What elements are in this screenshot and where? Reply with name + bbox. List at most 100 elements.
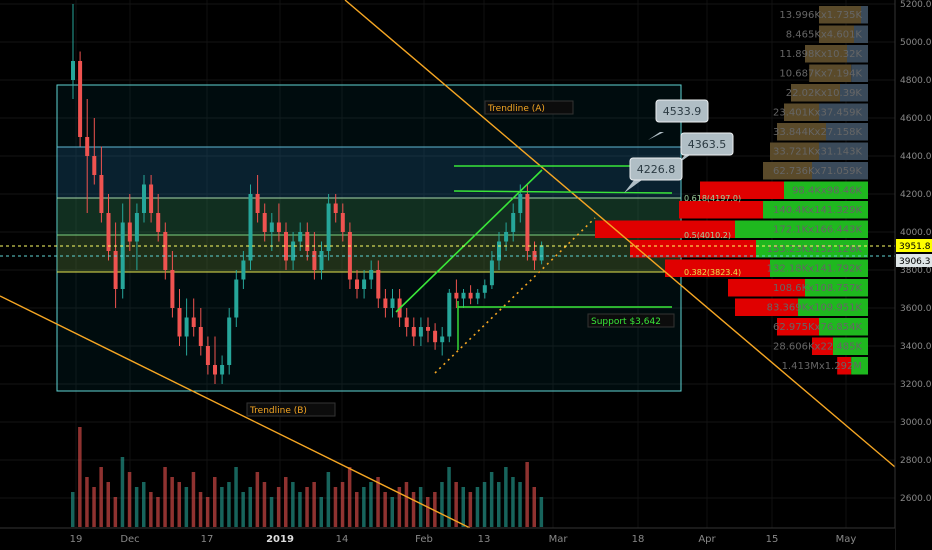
callout-value: 4533.9: [663, 105, 702, 118]
volume-bar: [411, 492, 416, 527]
callout-box: [629, 157, 683, 181]
volume-bar: [525, 462, 529, 527]
profile-up-bar: [840, 84, 868, 102]
profile-label: 83.369Kx109.951K: [767, 303, 863, 314]
volume-bar: [397, 487, 402, 527]
volume-bar: [383, 492, 387, 527]
candle-body: [411, 327, 416, 337]
candle-body: [426, 327, 430, 331]
candle-body: [71, 61, 75, 80]
profile-down-bar: [812, 337, 833, 355]
profile-up-bar: [798, 298, 868, 316]
fib-label: 0.382(3823.4): [684, 268, 741, 277]
price-tick-label: 3000.0: [900, 418, 932, 428]
volume-bar: [156, 497, 160, 527]
candle-body: [191, 317, 196, 327]
volume-bar: [71, 492, 75, 527]
candle-body: [440, 336, 445, 343]
volume-bar: [191, 472, 196, 527]
volume-bar: [404, 482, 409, 527]
candle-body: [362, 279, 367, 289]
profile-label: 11.898Kx10.32K: [779, 49, 862, 60]
volume-bar: [142, 482, 146, 527]
volume-bar: [85, 477, 89, 527]
profile-label: 1.413Mx1.292M: [782, 361, 862, 372]
candle-body: [468, 292, 473, 299]
candle-body: [418, 327, 423, 337]
candle-body: [333, 203, 338, 213]
time-tick-label: Feb: [415, 534, 433, 545]
profile-down-bar: [679, 201, 763, 219]
trendline-a-label: Trendline (A): [487, 104, 545, 114]
profile-label: 22.02Kx10.39K: [786, 88, 863, 99]
candle-body: [539, 245, 544, 261]
candle-body: [489, 260, 494, 286]
candle-body: [326, 203, 331, 251]
profile-label: 23.401Kx37.459K: [773, 108, 862, 119]
candle-body: [106, 213, 111, 251]
volume-bar: [227, 482, 231, 527]
candle-body: [262, 213, 267, 232]
volume-bar: [333, 487, 338, 527]
volume-bar: [276, 487, 281, 527]
candle-body: [376, 270, 381, 299]
volume-bar: [319, 497, 323, 527]
callout-pointer: [648, 132, 664, 140]
volume-bar: [184, 487, 189, 527]
candle-body: [255, 194, 260, 213]
profile-label: 108.6Kx108.757K: [773, 283, 862, 294]
volume-bar: [454, 482, 458, 527]
profile-up-bar: [819, 142, 868, 160]
profile-up-bar: [833, 337, 868, 355]
volume-bar: [489, 472, 494, 527]
price-tick-label: 3200.0: [900, 380, 932, 390]
volume-bar: [92, 487, 96, 527]
second-price-tag: [896, 254, 932, 267]
profile-label: 8.465Kx4.601K: [786, 30, 863, 41]
candle-body: [518, 194, 523, 213]
profile-up-bar: [861, 6, 868, 24]
profile-up-bar: [826, 123, 868, 141]
trendline-a-box: [484, 100, 574, 115]
candle-body: [340, 213, 345, 232]
volume-bar: [440, 482, 444, 527]
volume-bar: [418, 487, 423, 527]
volume-bar: [433, 492, 437, 527]
time-tick-label: 18: [632, 534, 645, 545]
profile-down-bar: [809, 64, 852, 82]
candle-body: [404, 317, 409, 327]
price-tick-label: 5000.0: [900, 38, 932, 48]
candle-body: [213, 365, 217, 375]
candle-body: [241, 260, 246, 280]
trendline-b: [0, 295, 471, 529]
candle-body: [149, 184, 154, 213]
candle-body: [312, 251, 317, 270]
volume-bar: [482, 482, 487, 527]
price-tick-label: 4600.0: [900, 114, 932, 124]
candle-body: [433, 330, 438, 343]
profile-down-bar: [784, 103, 819, 121]
volume-bars: [71, 427, 544, 527]
candle-body: [205, 346, 210, 365]
profile-label: 153.23Kx152.126K: [767, 244, 863, 255]
volume-bar: [475, 487, 480, 527]
candle-body: [234, 279, 239, 318]
price-tick-label: 3400.0: [900, 342, 932, 352]
candle-body: [511, 213, 516, 232]
fib-zones: [56, 84, 682, 392]
profile-down-bar: [805, 45, 847, 63]
profile-up-bar: [735, 220, 868, 238]
price-tick-label: 3600.0: [900, 304, 932, 314]
profile-label: 140.4Kx141.329K: [773, 205, 862, 216]
volume-bar: [284, 477, 288, 527]
time-tick-label: May: [836, 534, 857, 545]
res-line-2: [453, 190, 673, 194]
callout-pointer: [624, 180, 642, 193]
volume-bar: [198, 492, 203, 527]
volume-bar: [347, 467, 352, 527]
price-tick-label: 4000.0: [900, 228, 932, 238]
volume-bar: [269, 497, 274, 527]
time-tick-label: Apr: [698, 534, 716, 545]
profile-down-bar: [770, 142, 819, 160]
